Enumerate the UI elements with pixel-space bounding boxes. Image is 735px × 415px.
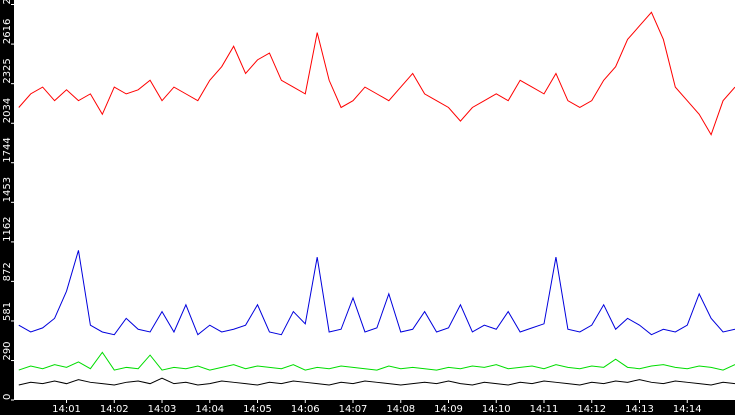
x-tick-label: 14:01 [52, 404, 81, 415]
x-tick-label: 14:06 [291, 404, 320, 415]
y-tick-label: 2616 [2, 19, 13, 44]
y-tick-label: 2907 [2, 0, 13, 4]
x-tick-label: 14:13 [625, 404, 654, 415]
x-tick-label: 14:11 [530, 404, 559, 415]
y-tick-label: 581 [2, 302, 13, 321]
y-tick-label: 290 [2, 341, 13, 360]
y-tick-label: 1453 [2, 177, 13, 202]
x-tick-label: 14:10 [482, 404, 511, 415]
y-axis-strip [0, 0, 14, 415]
x-tick-label: 14:07 [339, 404, 368, 415]
y-tick-label: 2325 [2, 58, 13, 83]
x-tick-label: 14:12 [577, 404, 606, 415]
y-tick-label: 1162 [2, 216, 13, 241]
x-tick-label: 14:05 [243, 404, 272, 415]
x-axis-strip [0, 400, 735, 415]
x-tick-label: 14:04 [195, 404, 224, 415]
y-tick-label: 872 [2, 262, 13, 281]
series-line [18, 250, 735, 336]
y-tick-label: 1744 [2, 137, 13, 162]
y-tick-label: 2034 [2, 98, 13, 123]
x-tick-label: 14:03 [148, 404, 177, 415]
x-tick-label: 14:09 [434, 404, 463, 415]
series-line [18, 377, 735, 386]
y-tick-label: 0 [2, 394, 13, 400]
series-line [18, 351, 735, 371]
x-tick-label: 14:02 [100, 404, 129, 415]
x-tick-label: 14:14 [673, 404, 702, 415]
x-tick-label: 14:08 [386, 404, 415, 415]
series-line [18, 11, 735, 136]
